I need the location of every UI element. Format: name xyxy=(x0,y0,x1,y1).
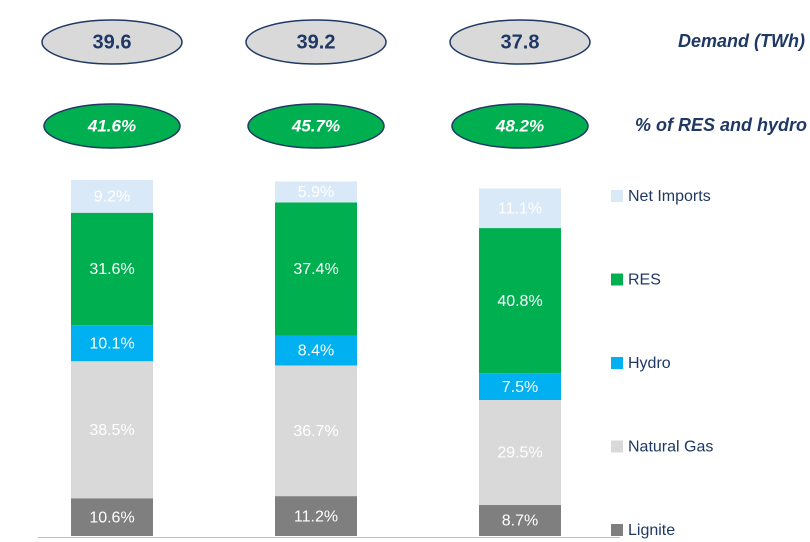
share-ellipse xyxy=(43,103,181,149)
segment-label: 29.5% xyxy=(497,445,542,462)
segment-label: 38.5% xyxy=(89,422,134,439)
legend-label: Net Imports xyxy=(628,188,711,205)
bar-segment xyxy=(71,180,153,213)
demand-value: 39.6 xyxy=(93,31,132,53)
bar-segment xyxy=(275,365,357,497)
legend-swatch xyxy=(611,524,623,536)
legend-label: Lignite xyxy=(628,522,675,539)
bar-segment xyxy=(71,212,153,326)
share-ellipse xyxy=(451,103,589,149)
bar-segment xyxy=(71,498,153,536)
bar-segment xyxy=(275,202,357,336)
legend-swatch xyxy=(611,357,623,369)
legend-swatch xyxy=(611,273,623,286)
segment-label: 10.6% xyxy=(89,509,134,526)
segment-label: 5.9% xyxy=(298,184,334,201)
bar-segment xyxy=(71,325,153,362)
bar-segment xyxy=(479,373,561,401)
share-value: 41.6% xyxy=(87,116,136,135)
segment-label: 10.1% xyxy=(89,335,134,352)
bar-segment xyxy=(479,188,561,229)
segment-label: 9.2% xyxy=(94,189,130,206)
share-value: 48.2% xyxy=(495,116,544,135)
demand-value: 37.8 xyxy=(501,31,540,53)
segment-label: 11.2% xyxy=(294,508,338,525)
demand-ellipse xyxy=(245,19,387,65)
res-share-label: % of RES and hydro xyxy=(635,115,807,135)
demand-value: 39.2 xyxy=(297,31,336,53)
legend-label: Hydro xyxy=(628,355,671,372)
segment-label: 8.4% xyxy=(298,343,334,360)
segment-label: 31.6% xyxy=(89,261,134,278)
demand-ellipse xyxy=(41,19,183,65)
bar-segment xyxy=(71,361,153,499)
segment-label: 11.1% xyxy=(498,201,542,218)
bar-segment xyxy=(479,400,561,506)
bar-segment xyxy=(275,335,357,366)
segment-label: 36.7% xyxy=(293,423,338,440)
segment-label: 7.5% xyxy=(502,379,538,396)
bar-segment xyxy=(275,181,357,203)
legend-swatch xyxy=(611,440,623,453)
legend-swatch xyxy=(611,190,623,202)
demand-label: Demand (TWh) xyxy=(678,31,805,51)
demand-ellipse xyxy=(449,19,591,65)
segment-label: 40.8% xyxy=(497,293,542,310)
bar-segment xyxy=(479,228,561,374)
share-ellipse xyxy=(247,103,385,149)
segment-label: 8.7% xyxy=(502,513,538,530)
segment-label: 37.4% xyxy=(293,261,338,278)
share-value: 45.7% xyxy=(291,116,340,135)
legend-label: Natural Gas xyxy=(628,439,713,456)
legend-label: RES xyxy=(628,272,661,289)
bar-segment xyxy=(275,496,357,536)
bar-segment xyxy=(479,505,561,536)
